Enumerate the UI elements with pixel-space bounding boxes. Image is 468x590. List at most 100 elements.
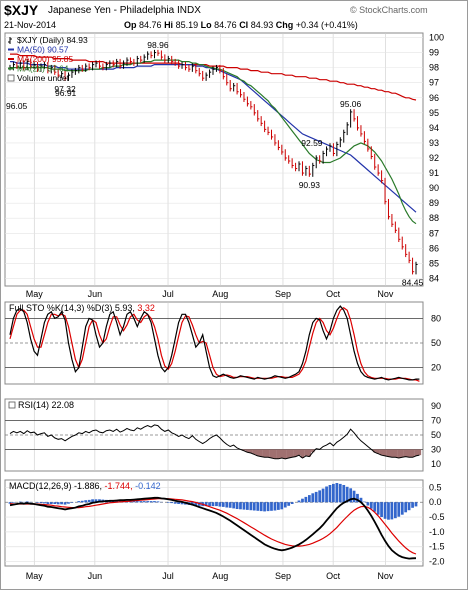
macd-histogram-bar [208,502,211,507]
macd-histogram-bar [232,502,236,509]
macd-histogram-bar [342,485,346,503]
price-tick-label: 96 [429,93,439,103]
quote-date: 21-Nov-2014 [4,20,57,30]
macd-histogram-bar [149,501,153,503]
macd-histogram-bar [266,502,270,512]
macd-histogram-bar [369,502,373,509]
month-label-bottom: Oct [326,571,341,581]
macd-histogram-bar [87,499,91,503]
macd-histogram-bar [228,502,232,508]
macd-tick-label: -1.5 [429,542,445,552]
macd-histogram-bar [204,502,208,507]
macd-histogram-bar [63,502,67,505]
macd-histogram-bar [67,502,70,504]
macd-histogram-bar [215,502,218,507]
month-label-bottom: Sep [275,571,291,581]
macd-histogram-bar [397,502,401,517]
macd-histogram-bar [314,491,318,503]
macd-histogram-bar [194,502,198,506]
macd-histogram-bar [338,483,342,503]
macd-histogram-bar [235,502,239,509]
lo-value: 84.76 [214,20,237,30]
op-label: Op [124,20,137,30]
macd-histogram-bar [277,502,280,510]
price-annotation: 92.59 [301,138,323,148]
macd-histogram-bar [283,502,287,508]
rsi-tick-label: 30 [431,444,441,454]
macd-histogram-bar [394,502,397,519]
macd-histogram-bar [321,488,325,503]
macd-histogram-bar [246,502,249,510]
month-label-bottom: May [26,571,44,581]
month-label-top: Jul [162,289,174,299]
cl-value: 84.93 [250,20,274,30]
rsi-tick-label: 90 [431,401,441,411]
month-label-top: Sep [275,289,291,299]
macd-histogram-bar [46,502,50,504]
macd-histogram-bar [287,502,291,506]
month-label-bottom: Jul [162,571,174,581]
macd-histogram-bar [414,502,418,507]
macd-histogram-bar [328,485,332,503]
macd-histogram-bar [132,501,136,503]
rsi-title: RSI(14) 22.08 [18,400,74,410]
instrument-name: Japanese Yen - Philadelphia INDX [48,5,201,16]
macd-histogram-bar [36,502,39,503]
macd-histogram-bar [49,502,53,504]
sto-tick-label: 20 [431,363,441,373]
macd-histogram-bar [135,501,139,503]
macd-histogram-bar [25,501,29,503]
macd-histogram-bar [380,502,383,517]
watermark-text: © StockCharts.com [350,5,428,15]
month-label-bottom: Nov [377,571,394,581]
macd-panel [4,479,424,567]
price-panel [4,32,424,287]
macd-histogram-bar [325,486,328,503]
macd-histogram-bar [239,502,242,510]
macd-histogram-bar [56,502,60,505]
cl-label: Cl [239,20,249,30]
macd-histogram-bar [297,500,301,503]
rsi-line [9,424,420,460]
macd-histogram-bar [84,500,88,503]
price-annotation: 96.05 [6,101,28,111]
macd-histogram-bar [53,502,57,504]
macd-histogram-bar [280,502,284,510]
month-label-bottom: Aug [212,571,228,581]
macd-tick-label: 0.0 [429,497,442,507]
macd-histogram-bar [218,502,222,507]
macd-histogram-bar [411,502,414,508]
price-annotation: 98.96 [147,40,169,50]
macd-histogram-bar [91,499,94,503]
macd-histogram-bar [146,501,150,503]
macd-histogram-bar [242,502,246,510]
price-legend-label: Volume undef [17,73,70,83]
macd-histogram-bar [407,502,411,511]
macd-histogram-bar [387,502,390,520]
macd-histogram-bar [252,502,256,511]
chg-value: +0.34 (+0.41%) [295,20,358,30]
macd-title: MACD(12,26,9) -1.886, -1.744, -0.142 [9,481,161,491]
sto-k-line [9,305,420,381]
price-annotation: 84.45 [402,278,424,288]
rsi-tick-label: 10 [431,459,441,469]
price-tick-label: 88 [429,213,439,223]
macd-histogram-bar [335,483,339,503]
macd-tick-label: -0.5 [429,512,445,522]
macd-histogram-bar [366,502,370,506]
price-tick-label: 98 [429,63,439,73]
quote-line: Op 84.76 Hi 85.19 Lo 84.76 Cl 84.93 Chg … [124,21,358,30]
month-label-top: Jun [88,289,103,299]
macd-histogram-bar [332,483,335,503]
rsi-tick-label: 70 [431,416,441,426]
price-tick-label: 87 [429,228,439,238]
price-tick-label: 95 [429,108,439,118]
price-annotation: 97.32 [54,84,76,94]
op-value: 84.76 [139,20,162,30]
macd-histogram-bar [166,502,170,503]
macd-histogram-bar [18,501,22,503]
price-legend-label: $XJY (Daily) 84.93 [17,35,88,45]
macd-histogram-bar [345,486,349,503]
macd-histogram-bar [43,502,46,504]
